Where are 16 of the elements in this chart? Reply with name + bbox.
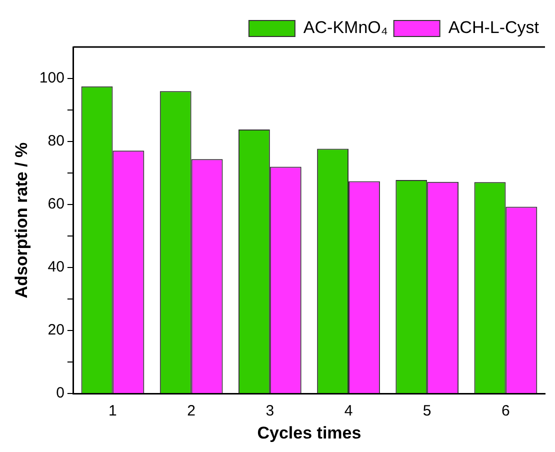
- legend-label: ACH-L-Cyst: [448, 18, 540, 38]
- x-tick-label: 2: [187, 402, 196, 420]
- y-tick-label: 20: [48, 322, 64, 339]
- x-tick-label: 4: [344, 402, 353, 420]
- y-axis-title: Adsorption rate / %: [12, 142, 31, 298]
- x-tick-label: 6: [502, 402, 510, 420]
- y-tick-label: 40: [48, 258, 64, 276]
- x-tick-label: 3: [266, 402, 274, 420]
- x-tick-label: 5: [422, 402, 432, 420]
- y-tick-label: 80: [48, 132, 64, 150]
- x-axis-title: Cycles times: [257, 423, 362, 442]
- y-tick-label: 100: [39, 70, 64, 87]
- y-tick-label: 0: [56, 384, 64, 402]
- y-tick-label: 60: [48, 196, 64, 213]
- legend-label: AC-KMnO₄: [303, 18, 388, 38]
- x-tick-label: 1: [108, 402, 117, 420]
